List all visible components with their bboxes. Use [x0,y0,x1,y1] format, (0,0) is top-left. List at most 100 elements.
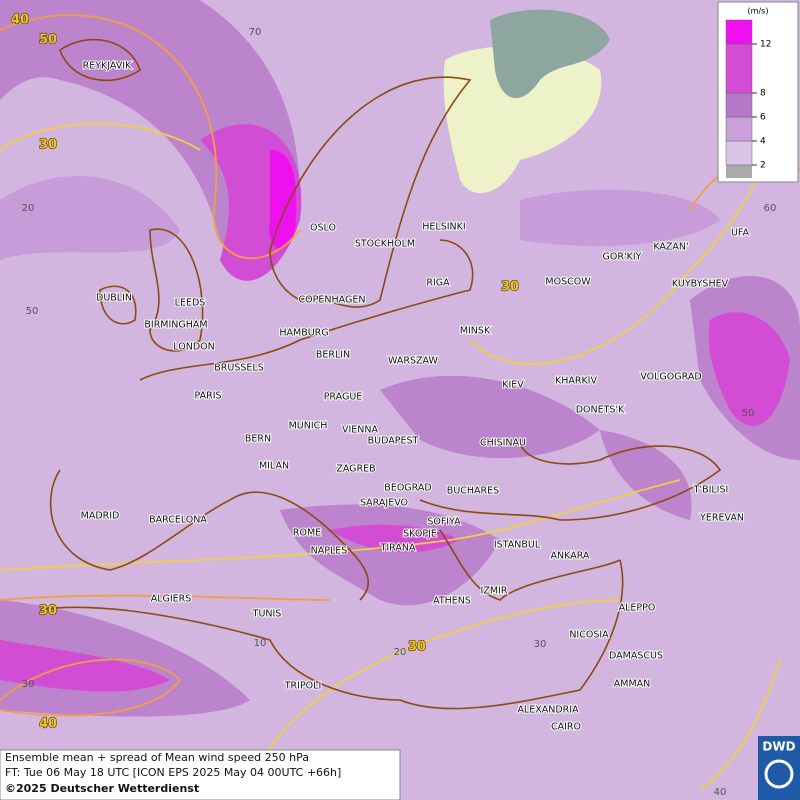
grid-label: 20 [22,203,35,214]
contour-label: 40 [11,13,29,28]
logo-swirl [764,759,794,789]
city-label: HELSINKI [422,222,465,233]
contour-label: 50 [39,33,57,48]
city-label: COPENHAGEN [299,295,366,306]
legend-band [725,92,753,118]
city-label: VOLGOGRAD [640,372,701,383]
city-label: KIEV [502,380,524,391]
city-label: UFA [731,228,750,239]
city-label: BRUSSELS [214,363,263,374]
labels: REYKJAVIK OSLO STOCKHOLM HELSINKI DUBLIN LEED… [10,12,777,798]
grid-label: 40 [714,787,727,798]
footer: Ensemble mean + spread of Mean wind spee… [0,749,401,800]
city-label: LEEDS [175,298,206,309]
city-label: ALGIERS [151,594,192,605]
legend-unit: (m/s) [748,7,769,16]
contour-label: 30 [501,280,519,295]
city-label: WARSZAW [388,356,438,367]
legend-tick-label: 2 [760,161,766,171]
legend-tick-label: 6 [760,113,766,123]
city-label: SARAJEVO [360,498,408,509]
grid-label: 30 [22,679,35,690]
city-label: AMMAN [614,679,651,690]
footer-copyright: ©2025 Deutscher Wetterdienst [5,782,199,795]
city-label: BUCHARES [447,486,499,497]
city-label: MINSK [460,326,491,337]
city-label: SKOPJE [403,529,437,540]
legend-tick-label: 4 [760,137,766,147]
contour-label: 40 [39,717,57,732]
legend-below-min [726,165,752,178]
legend-band [725,140,753,166]
legend-scale: 2 4 6 8 12 [725,19,771,178]
city-label: T'BILISI [693,485,729,496]
logo-box [758,736,800,800]
grid-label: 10 [254,638,267,649]
grid-label: 70 [249,27,262,38]
city-label: VIENNA [342,425,379,436]
legend: (m/s) 2 4 6 8 12 [717,1,799,183]
city-label: GOR'KIY [603,252,642,263]
city-label: ANKARA [551,551,590,562]
grid-label: 30 [534,639,547,650]
city-label: BEOGRAD [384,483,431,494]
city-label: REYKJAVIK [83,61,132,72]
city-label: YEREVAN [699,513,744,524]
grid-label: 20 [394,647,407,658]
city-label: PARIS [194,391,221,402]
footer-title: Ensemble mean + spread of Mean wind spee… [5,751,309,764]
city-label: BUDAPEST [368,436,419,447]
footer-forecast-time: FT: Tue 06 May 18 UTC [ICON EPS 2025 May… [5,766,341,779]
footer-box [0,749,401,800]
city-label: TRIPOLI [284,681,322,692]
wind-fields [0,0,800,717]
legend-band [725,43,753,94]
city-label: NAPLES [311,546,348,557]
city-label: ALEPPO [619,603,656,614]
contours [0,14,800,800]
legend-band [725,116,753,142]
grid-label: 60 [764,203,777,214]
city-label: HAMBURG [279,328,328,339]
city-label: CAIRO [551,722,581,733]
city-label: CHISINAU [480,438,526,449]
city-label: LONDON [173,342,214,353]
city-label: MUNICH [289,421,328,432]
city-label: ZAGREB [336,464,375,475]
city-label: NICOSIA [569,630,609,641]
city-label: DAMASCUS [609,651,663,662]
city-label: OSLO [310,223,336,234]
city-label: BERLIN [316,350,350,361]
city-label: RIGA [426,278,450,289]
city-label: MOSCOW [545,277,591,288]
legend-band [725,19,753,45]
city-label: ALEXANDRIA [517,705,579,716]
contour-label: 30 [39,604,57,619]
city-label: TUNIS [252,609,282,620]
city-label: KUYBYSHEV [672,279,729,290]
city-label: ATHENS [433,596,471,607]
city-label: DONETS'K [576,405,625,416]
grid-label: 50 [742,408,755,419]
city-label: MILAN [259,461,289,472]
city-label: KHARKIV [555,376,598,387]
city-label: BIRMINGHAM [144,320,207,331]
city-label: BARCELONA [149,515,207,526]
city-label: PRAGUE [324,392,363,403]
grid-label: 50 [26,306,39,317]
city-label: SOFIYA [427,517,461,528]
legend-tick-label: 8 [760,89,766,99]
logo: DWD [758,736,800,800]
city-label: TIRANA [380,543,416,554]
city-label: DUBLIN [96,293,132,304]
contour-label: 30 [408,640,426,655]
coastlines [39,38,722,710]
city-label: BERN [245,434,271,445]
legend-tick-label: 12 [760,40,771,50]
city-label: ISTANBUL [494,540,541,551]
land-sea [443,9,610,194]
city-label: STOCKHOLM [355,239,415,250]
contour-label: 30 [39,138,57,153]
city-label: IZMIR [481,586,508,597]
